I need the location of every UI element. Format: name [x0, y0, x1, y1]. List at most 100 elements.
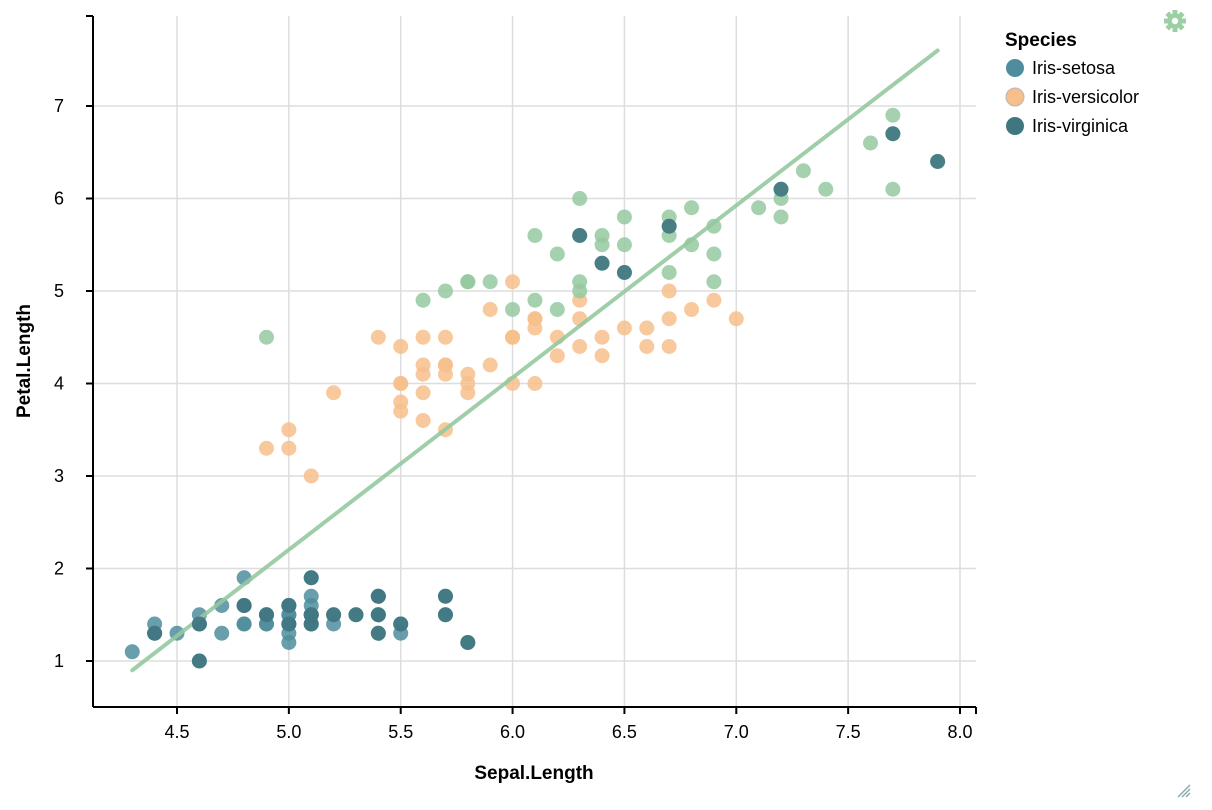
- point-iris-versicolor: [393, 339, 409, 354]
- legend-label-versicolor: Iris-versicolor: [1032, 87, 1139, 107]
- point-iris-virginica: [437, 283, 453, 299]
- point-iris-virginica: [751, 200, 767, 216]
- data-points: [124, 107, 946, 669]
- point-virginica-marker: [594, 255, 610, 271]
- point-iris-virginica: [616, 237, 632, 253]
- point-iris-virginica: [616, 209, 632, 225]
- y-tick-label: 4: [54, 374, 64, 394]
- point-virginica-marker: [191, 653, 207, 669]
- point-virginica-marker: [437, 588, 453, 604]
- point-virginica-marker: [303, 616, 319, 632]
- point-virginica-marker: [930, 154, 946, 169]
- virginica-markers: [147, 126, 946, 669]
- point-iris-virginica: [549, 246, 565, 262]
- point-virginica-marker: [191, 616, 207, 632]
- point-virginica-marker: [616, 265, 632, 280]
- point-iris-setosa: [124, 644, 140, 660]
- point-iris-versicolor: [684, 302, 700, 317]
- point-iris-virginica: [572, 191, 588, 206]
- resize-handle-icon[interactable]: [1177, 784, 1191, 798]
- point-virginica-marker: [437, 607, 453, 623]
- point-virginica-marker: [326, 607, 342, 623]
- point-virginica-marker: [572, 228, 588, 243]
- y-tick-label: 3: [54, 466, 64, 486]
- point-iris-versicolor: [639, 320, 655, 336]
- y-tick-label: 5: [54, 281, 64, 301]
- point-iris-versicolor: [527, 320, 543, 336]
- point-iris-versicolor: [594, 348, 610, 364]
- point-virginica-marker: [281, 598, 297, 613]
- point-iris-setosa: [214, 598, 230, 613]
- legend-swatch-setosa: [1006, 59, 1024, 77]
- y-axis-title: Petal.Length: [14, 304, 35, 418]
- point-iris-versicolor: [594, 329, 610, 345]
- point-iris-virginica: [527, 228, 543, 243]
- point-iris-versicolor: [326, 385, 342, 401]
- legend: Species Iris-setosa Iris-versicolor Iris…: [1005, 30, 1139, 136]
- point-iris-versicolor: [706, 292, 722, 308]
- point-iris-virginica: [594, 237, 610, 253]
- point-iris-virginica: [258, 329, 274, 345]
- point-iris-versicolor: [572, 339, 588, 354]
- x-tick-label: 8.0: [947, 722, 972, 742]
- point-iris-versicolor: [460, 385, 476, 401]
- point-iris-versicolor: [728, 311, 744, 327]
- point-iris-versicolor: [549, 348, 565, 364]
- point-iris-virginica: [818, 181, 834, 197]
- point-iris-versicolor: [505, 329, 521, 345]
- point-iris-virginica: [505, 302, 521, 317]
- point-iris-versicolor: [415, 413, 431, 428]
- x-tick-label: 4.5: [164, 722, 189, 742]
- point-iris-versicolor: [393, 403, 409, 419]
- point-iris-virginica: [885, 181, 901, 197]
- x-tick-label: 7.0: [724, 722, 749, 742]
- x-axis-title: Sepal.Length: [474, 763, 593, 784]
- point-iris-virginica: [415, 292, 431, 308]
- point-iris-virginica: [773, 209, 789, 225]
- point-iris-versicolor: [639, 339, 655, 354]
- y-tick-label: 1: [54, 651, 64, 671]
- point-virginica-marker: [370, 625, 386, 641]
- point-virginica-marker: [147, 625, 163, 641]
- point-iris-virginica: [706, 218, 722, 234]
- point-iris-versicolor: [661, 311, 677, 327]
- x-tick-label: 6.5: [612, 722, 637, 742]
- gear-icon[interactable]: [1164, 10, 1186, 32]
- point-virginica-marker: [370, 588, 386, 604]
- point-iris-virginica: [527, 292, 543, 308]
- point-iris-versicolor: [482, 357, 498, 373]
- point-iris-versicolor: [370, 329, 386, 345]
- point-iris-virginica: [706, 246, 722, 262]
- point-virginica-marker: [885, 126, 901, 142]
- y-axis-ticks: 1 2 3 4 5 6 7: [54, 96, 93, 671]
- point-iris-virginica: [572, 283, 588, 299]
- point-iris-virginica: [863, 135, 879, 151]
- axes: [86, 15, 977, 714]
- point-iris-versicolor: [661, 283, 677, 299]
- point-virginica-marker: [281, 616, 297, 632]
- point-iris-virginica: [460, 274, 476, 290]
- point-iris-versicolor: [393, 376, 409, 391]
- point-virginica-marker: [348, 607, 364, 623]
- x-axis-ticks: 4.5 5.0 5.5 6.0 6.5 7.0 7.5 8.0: [164, 707, 973, 742]
- point-iris-virginica: [549, 302, 565, 317]
- point-iris-versicolor: [281, 440, 297, 456]
- point-virginica-marker: [773, 181, 789, 197]
- point-virginica-marker: [393, 616, 409, 632]
- point-iris-versicolor: [437, 357, 453, 373]
- point-virginica-marker: [460, 635, 476, 650]
- point-iris-virginica: [795, 163, 811, 179]
- point-iris-versicolor: [437, 329, 453, 345]
- legend-label-setosa: Iris-setosa: [1032, 58, 1116, 78]
- point-iris-setosa: [236, 616, 252, 632]
- legend-swatch-virginica: [1006, 117, 1024, 135]
- point-iris-versicolor: [415, 366, 431, 382]
- point-virginica-marker: [303, 570, 319, 586]
- point-iris-versicolor: [616, 320, 632, 336]
- point-iris-virginica: [706, 274, 722, 290]
- x-tick-label: 7.5: [836, 722, 861, 742]
- point-iris-virginica: [482, 274, 498, 290]
- trend-line: [130, 48, 940, 673]
- legend-title: Species: [1005, 30, 1077, 51]
